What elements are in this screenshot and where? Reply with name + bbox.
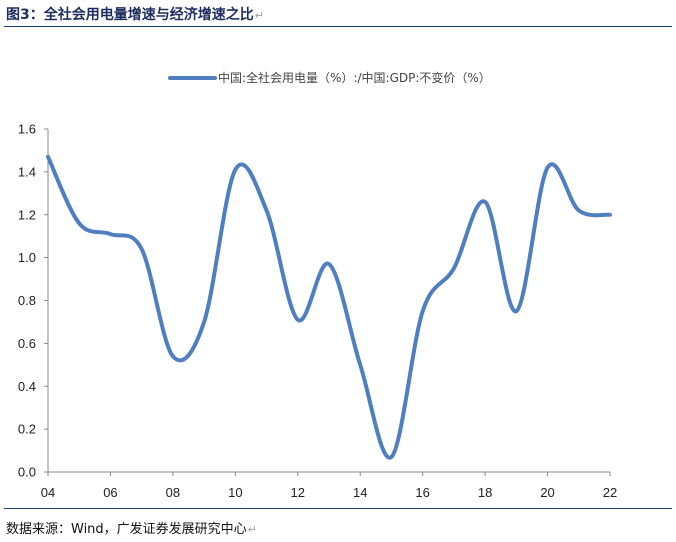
y-tick-label: 1.2 (18, 207, 36, 222)
y-tick-label: 0.0 (18, 465, 36, 480)
x-tick-label: 12 (291, 485, 305, 500)
x-tick-label: 20 (540, 485, 554, 500)
data-point (108, 232, 112, 236)
source-return-mark: ↵ (247, 523, 257, 536)
data-point (46, 155, 50, 159)
x-tick-label: 10 (228, 485, 242, 500)
x-tick-label: 16 (415, 485, 429, 500)
x-tick-label: 22 (603, 485, 617, 500)
figure-title: 图3：全社会用电量增速与经济增速之比↵ (6, 4, 264, 24)
data-point (514, 309, 518, 313)
x-tick-label: 04 (41, 485, 55, 500)
source-text: 数据来源：Wind，广发证券发展研究中心 (6, 522, 247, 537)
data-point (483, 200, 487, 204)
data-point (296, 318, 300, 322)
title-return-mark: ↵ (254, 9, 264, 22)
source-divider (4, 508, 672, 509)
data-point (421, 309, 425, 313)
series-line (46, 154, 612, 460)
data-point (389, 455, 393, 459)
y-axis-tick-labels: 0.0 0.2 0.4 0.6 0.8 1.0 1.2 1.4 1.6 (18, 122, 48, 480)
legend: 中国:全社会用电量（%）:/中国:GDP:不变价（%） (168, 70, 491, 85)
axes (47, 129, 610, 473)
data-point (265, 208, 269, 212)
data-point (608, 213, 612, 217)
data-point (546, 166, 550, 170)
data-point (140, 247, 144, 251)
x-tick-label: 18 (478, 485, 492, 500)
x-tick-label: 06 (103, 485, 117, 500)
data-point (577, 208, 581, 212)
figure-title-text: 图3：全社会用电量增速与经济增速之比 (6, 7, 254, 23)
legend-label: 中国:全社会用电量（%）:/中国:GDP:不变价（%） (218, 70, 491, 85)
data-point (77, 221, 81, 225)
source-note: 数据来源：Wind，广发证券发展研究中心↵ (6, 518, 257, 537)
data-point (233, 168, 237, 172)
y-tick-label: 0.8 (18, 293, 36, 308)
y-tick-label: 0.6 (18, 336, 36, 351)
data-point (358, 363, 362, 367)
data-point (202, 320, 206, 324)
y-tick-label: 0.2 (18, 422, 36, 437)
data-point (327, 262, 331, 266)
y-tick-label: 1.4 (18, 164, 36, 179)
series-points (46, 155, 612, 459)
x-axis-tick-labels: 04 06 08 10 12 14 16 18 20 22 (41, 472, 617, 500)
title-divider (4, 26, 672, 27)
y-tick-label: 1.6 (18, 122, 36, 137)
y-tick-label: 0.4 (18, 379, 36, 394)
y-tick-label: 1.0 (18, 250, 36, 265)
data-point (452, 266, 456, 270)
data-point (171, 354, 175, 358)
x-tick-label: 08 (166, 485, 180, 500)
x-tick-label: 14 (353, 485, 367, 500)
